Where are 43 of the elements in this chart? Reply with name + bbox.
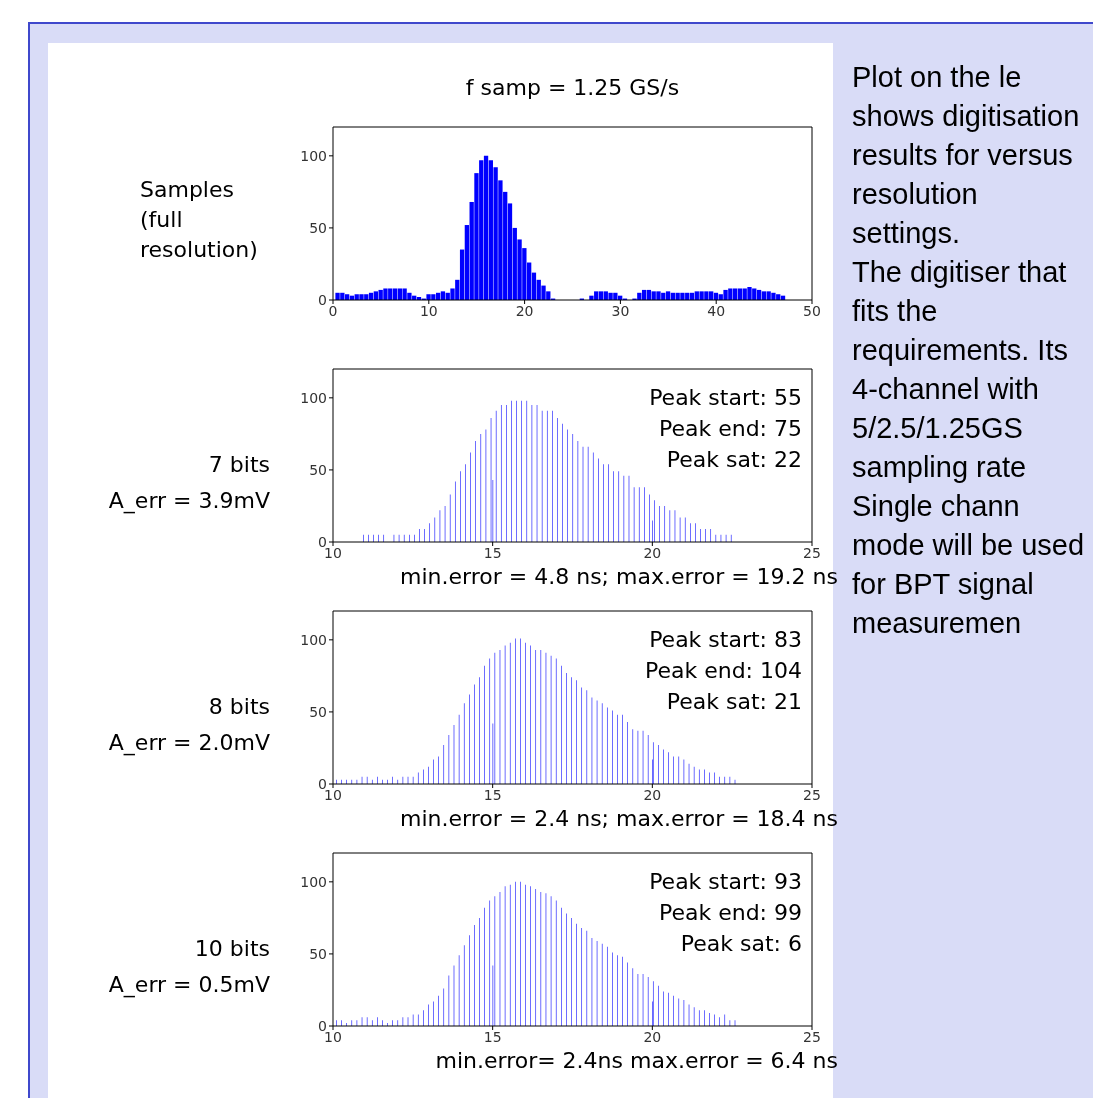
annotation: Peak start: 93 — [649, 868, 802, 896]
x-tick-label: 30 — [611, 302, 630, 319]
x-tick-label: 50 — [803, 302, 821, 319]
x-axis-title: min.error= 2.4ns max.error = 6.4 ns — [434, 1048, 838, 1073]
x-tick-label: 25 — [803, 786, 821, 803]
y-tick-label: 100 — [300, 873, 327, 890]
chart-title: f samp = 1.25 GS/s — [464, 75, 681, 100]
x-tick-label: 10 — [419, 302, 438, 319]
x-tick-label: 20 — [643, 786, 662, 803]
annotation: Peak end: 99 — [657, 899, 802, 927]
y-axis-title: 7 bits A_err = 3.9mV — [107, 451, 270, 516]
annotation: Peak sat: 22 — [665, 446, 802, 474]
x-tick-label: 20 — [643, 544, 662, 561]
x-axis-title: min.error = 4.8 ns; max.error = 19.2 ns — [399, 564, 838, 589]
annotation: Peak sat: 6 — [679, 930, 802, 958]
text: Single chann mode will be used for BPT signal measuremen — [852, 489, 1086, 641]
annotation: Peak start: 83 — [648, 626, 802, 654]
x-tick-label: 40 — [707, 302, 726, 319]
x-tick-label: 20 — [515, 302, 534, 319]
y-tick-label: 100 — [300, 147, 327, 164]
y-axis-title: Samples (full resolution) — [139, 176, 259, 264]
y-tick-label: 50 — [309, 461, 327, 478]
text: Plot on the le shows digitisation results for versus resolution settings. — [852, 60, 1081, 251]
annotation: Peak sat: 21 — [665, 688, 802, 716]
annotation: Peak end: 75 — [657, 415, 802, 443]
y-axis-title: 10 bits A_err = 0.5mV — [107, 935, 270, 1000]
y-tick-label: 50 — [309, 945, 327, 962]
annotation: Peak start: 55 — [649, 384, 802, 412]
y-axis-title: 8 bits A_err = 2.0mV — [107, 693, 270, 758]
y-tick-label: 50 — [309, 219, 327, 236]
y-tick-label: 100 — [300, 631, 327, 648]
y-tick-label: 0 — [318, 291, 327, 308]
x-tick-label: 25 — [803, 544, 821, 561]
y-tick-label: 50 — [309, 703, 327, 720]
y-tick-label: 100 — [300, 389, 327, 406]
x-tick-label: 15 — [483, 544, 502, 561]
annotation: Peak end: 104 — [644, 657, 802, 685]
x-axis-title: min.error = 2.4 ns; max.error = 18.4 ns — [399, 806, 838, 831]
x-tick-label: 25 — [803, 1028, 821, 1045]
x-tick-label: 20 — [643, 1028, 662, 1045]
x-tick-label: 15 — [483, 786, 502, 803]
text: The digitiser that fits the requirements. Its 4-channel with 5/2.5/1.25GS sampling rate — [852, 255, 1069, 485]
x-tick-label: 15 — [483, 1028, 502, 1045]
